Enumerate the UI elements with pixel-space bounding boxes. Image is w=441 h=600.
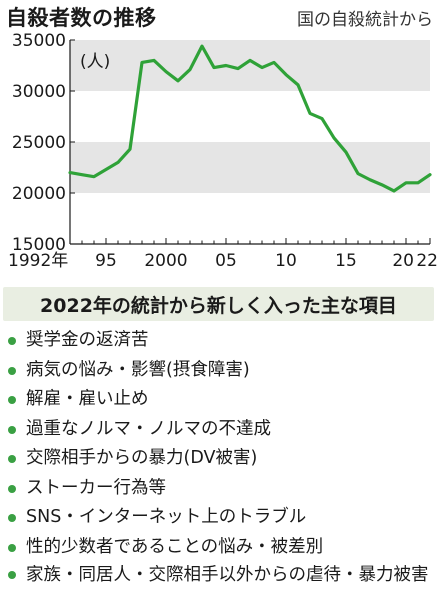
list-item-text: SNS・インターネット上のトラブル [26, 507, 307, 527]
list-item-text: 病気の悩み・影響(摂食障害) [26, 359, 250, 380]
bullet-icon [8, 366, 16, 375]
series-line [68, 44, 432, 193]
source-note: 国の自殺統計から [297, 10, 433, 30]
items-header-box: 2022年の統計から新しく入った主な項目 [3, 287, 434, 321]
bullet-icon [8, 484, 16, 493]
list-item: 過重なノルマ・ノルマの不達成 [6, 415, 436, 445]
x-tick-label: 22 [416, 251, 438, 271]
list-item-text: 奨学金の返済苦 [26, 330, 149, 350]
list-item: 家族・同居人・交際相手以外からの虐待・暴力被害 [6, 562, 436, 588]
x-tick-label: 20 [392, 251, 414, 271]
list-item: ストーカー行為等 [6, 474, 436, 504]
y-tick-label: 15000 [12, 235, 66, 255]
x-tick-label: 95 [95, 251, 117, 271]
x-tick-label: 05 [215, 251, 237, 271]
grid-band [70, 40, 430, 91]
list-item: 交際相手からの暴力(DV被害) [6, 444, 436, 474]
list-item-text: ストーカー行為等 [26, 477, 166, 498]
x-tick-label: 2000 [144, 251, 187, 271]
y-axis-unit: (人) [80, 52, 110, 72]
list-item-text: 過重なノルマ・ノルマの不達成 [26, 418, 271, 439]
list-item-text: 家族・同居人・交際相手以外からの虐待・暴力被害 [26, 565, 429, 585]
bullet-icon [8, 455, 16, 463]
bullet-icon [8, 396, 16, 404]
list-item-text: 交際相手からの暴力(DV被害) [26, 448, 258, 468]
list-item-text: 性的少数者であることの悩み・被差別 [26, 536, 324, 557]
y-tick-label: 30000 [12, 82, 66, 102]
bullet-icon [8, 514, 16, 522]
list-item: 性的少数者であることの悩み・被差別 [6, 533, 436, 563]
list-item: SNS・インターネット上のトラブル [6, 503, 436, 533]
bullet-icon [8, 571, 16, 579]
y-tick-label: 20000 [12, 184, 66, 204]
y-tick-label: 35000 [12, 31, 66, 51]
list-item: 解雇・雇い止め [6, 385, 436, 415]
x-tick-label: 1992年 [8, 251, 68, 271]
list-item: 病気の悩み・影響(摂食障害) [6, 356, 436, 386]
bullet-icon [8, 425, 16, 434]
y-tick-label: 25000 [12, 133, 66, 153]
list-item: 奨学金の返済苦 [6, 326, 436, 356]
x-tick-label: 10 [275, 251, 297, 271]
line-chart: 15000 20000 25000 30000 35000 1992年 95 2000 05 10… [8, 31, 438, 271]
items-header: 2022年の統計から新しく入った主な項目 [40, 295, 397, 317]
list-item-text: 解雇・雇い止め [26, 389, 149, 409]
item-list: 奨学金の返済苦 病気の悩み・影響(摂食障害) 解雇・雇い止め 過重なノルマ・ノル… [6, 326, 436, 588]
bullet-icon [8, 543, 16, 552]
chart-title: 自殺者数の推移 [6, 6, 157, 30]
x-tick-label: 15 [335, 251, 357, 271]
bullet-icon [8, 337, 16, 345]
grid-band [70, 142, 430, 193]
